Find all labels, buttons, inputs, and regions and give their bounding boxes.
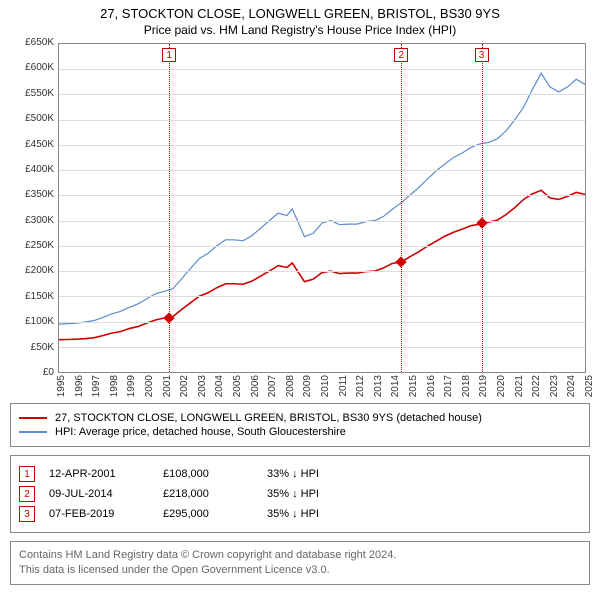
y-tick-label: £550K [10,89,54,99]
y-tick-label: £50K [10,343,54,353]
x-tick-label: 2006 [250,375,261,397]
y-tick-label: £450K [10,140,54,150]
x-tick-label: 2003 [197,375,208,397]
legend-swatch [19,417,47,419]
gridline [59,296,585,297]
y-tick-label: £0 [10,368,54,378]
x-tick-label: 2009 [302,375,313,397]
x-tick-label: 2020 [496,375,507,397]
gridline [59,69,585,70]
y-tick-label: £600K [10,63,54,73]
x-tick-label: 2000 [144,375,155,397]
plot-area: 1 2 3 [58,43,586,373]
y-tick-label: £350K [10,190,54,200]
sales-row-badge: 3 [19,506,35,522]
x-tick-label: 2001 [162,375,173,397]
y-tick-label: £650K [10,38,54,48]
gridline [59,145,585,146]
x-tick-label: 2021 [514,375,525,397]
sales-row-date: 07-FEB-2019 [49,508,149,520]
gridline [59,322,585,323]
sales-row-price: £295,000 [163,508,253,520]
x-tick-label: 2025 [584,375,595,397]
sales-row-badge: 1 [19,466,35,482]
y-tick-label: £150K [10,292,54,302]
x-tick-label: 2008 [285,375,296,397]
chart-subtitle: Price paid vs. HM Land Registry's House … [0,23,600,37]
sales-row: 2 09-JUL-2014 £218,000 35% ↓ HPI [19,486,581,502]
chart-title: 27, STOCKTON CLOSE, LONGWELL GREEN, BRIS… [0,6,600,21]
gridline [59,221,585,222]
legend-item: HPI: Average price, detached house, Sout… [19,426,581,438]
attribution-line: This data is licensed under the Open Gov… [19,563,581,578]
y-axis: £0£50K£100K£150K£200K£250K£300K£350K£400… [10,43,54,373]
y-tick-label: £500K [10,114,54,124]
x-tick-label: 2016 [426,375,437,397]
sales-row: 3 07-FEB-2019 £295,000 35% ↓ HPI [19,506,581,522]
gridline [59,271,585,272]
attribution-box: Contains HM Land Registry data © Crown c… [10,541,590,585]
chart-area: £0 £50K £100K £150K £200K £250K £300K £350K £400… [10,43,590,395]
series-hpi [59,73,585,324]
gridline [59,94,585,95]
legend-label: 27, STOCKTON CLOSE, LONGWELL GREEN, BRIS… [55,412,482,424]
x-tick-label: 1996 [74,375,85,397]
x-tick-label: 1998 [109,375,120,397]
sales-row-price: £218,000 [163,488,253,500]
x-tick-label: 2018 [461,375,472,397]
x-tick-label: 1997 [91,375,102,397]
x-tick-label: 1999 [126,375,137,397]
y-tick-label: £400K [10,165,54,175]
x-tick-label: 2002 [179,375,190,397]
x-tick-label: 2004 [214,375,225,397]
sales-row-price: £108,000 [163,468,253,480]
sales-row-badge: 2 [19,486,35,502]
sale-marker-line [401,44,402,372]
gridline [59,170,585,171]
gridline [59,120,585,121]
sales-table: 1 12-APR-2001 £108,000 33% ↓ HPI 2 09-JUL-201… [10,455,590,533]
x-tick-label: 2023 [549,375,560,397]
x-tick-label: 2022 [531,375,542,397]
x-tick-label: 2024 [566,375,577,397]
x-tick-label: 2007 [267,375,278,397]
legend-box: 27, STOCKTON CLOSE, LONGWELL GREEN, BRIS… [10,403,590,447]
sales-row-date: 12-APR-2001 [49,468,149,480]
legend-label: HPI: Average price, detached house, Sout… [55,426,346,438]
gridline [59,246,585,247]
sale-marker-badge: 1 [162,48,176,62]
series-paid [59,190,585,339]
x-tick-label: 2005 [232,375,243,397]
gridline [59,195,585,196]
sale-marker-line [482,44,483,372]
sales-row-diff: 35% ↓ HPI [267,488,581,500]
sales-row-date: 09-JUL-2014 [49,488,149,500]
legend-item: 27, STOCKTON CLOSE, LONGWELL GREEN, BRIS… [19,412,581,424]
chart-lines [59,44,585,372]
gridline [59,347,585,348]
legend-swatch [19,431,47,433]
x-tick-label: 2017 [443,375,454,397]
x-tick-label: 1995 [56,375,67,397]
sales-row-diff: 33% ↓ HPI [267,468,581,480]
y-tick-label: £250K [10,241,54,251]
x-tick-label: 2010 [320,375,331,397]
sale-marker-badge: 3 [475,48,489,62]
sale-marker-badge: 2 [394,48,408,62]
x-tick-label: 2014 [390,375,401,397]
y-tick-label: £200K [10,266,54,276]
x-tick-label: 2019 [478,375,489,397]
x-tick-label: 2012 [355,375,366,397]
attribution-line: Contains HM Land Registry data © Crown c… [19,548,581,563]
sales-row-diff: 35% ↓ HPI [267,508,581,520]
x-tick-label: 2011 [338,375,349,397]
x-axis: 1995 1996 1997 1998 1999 2000 2001 2002 2003 2004… [58,373,586,395]
x-tick-label: 2013 [373,375,384,397]
sales-row: 1 12-APR-2001 £108,000 33% ↓ HPI [19,466,581,482]
x-tick-label: 2015 [408,375,419,397]
y-tick-label: £300K [10,216,54,226]
y-tick-label: £100K [10,317,54,327]
